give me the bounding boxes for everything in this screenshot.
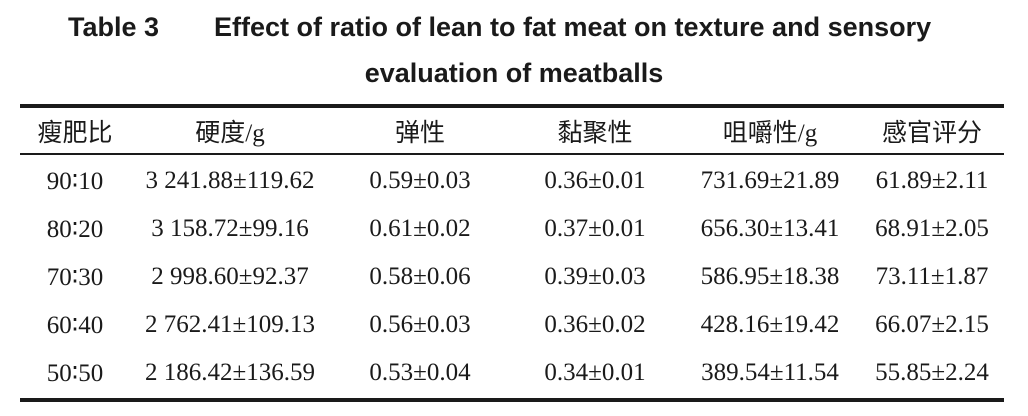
table-row: 90∶10 3 241.88±119.62 0.59±0.03 0.36±0.0… [20, 157, 1004, 205]
table-row: 70∶30 2 998.60±92.37 0.58±0.06 0.39±0.03… [20, 253, 1004, 301]
table-label: Table 3 [68, 12, 160, 42]
cell-ratio: 50∶50 [46, 360, 104, 387]
cell-hardness: 3 241.88±119.62 [145, 167, 315, 194]
cell-hardness: 2 762.41±109.13 [145, 311, 315, 338]
caption-line-1: Table 3 Effect of ratio of lean to fat me… [68, 12, 931, 43]
cell-cohesiveness: 0.36±0.01 [544, 167, 646, 194]
table-row: 60∶40 2 762.41±109.13 0.56±0.03 0.36±0.0… [20, 301, 1004, 349]
cell-sensory-score: 55.85±2.24 [875, 359, 989, 386]
cell-hardness: 2 998.60±92.37 [151, 263, 309, 290]
cell-cohesiveness: 0.36±0.02 [544, 311, 646, 338]
table-row: 80∶20 3 158.72±99.16 0.61±0.02 0.37±0.01… [20, 205, 1004, 253]
cell-springiness: 0.53±0.04 [369, 359, 471, 386]
cell-sensory-score: 61.89±2.11 [875, 167, 989, 194]
cell-chewiness: 428.16±19.42 [700, 311, 840, 338]
cell-springiness: 0.61±0.02 [369, 215, 471, 242]
cell-cohesiveness: 0.34±0.01 [544, 359, 646, 386]
table-header-rule [20, 153, 1004, 155]
cell-chewiness: 731.69±21.89 [700, 167, 840, 194]
cell-springiness: 0.56±0.03 [369, 311, 471, 338]
cell-sensory-score: 68.91±2.05 [875, 215, 989, 242]
cell-chewiness: 586.95±18.38 [700, 263, 840, 290]
cell-chewiness: 389.54±11.54 [701, 359, 839, 386]
cell-hardness: 2 186.42±136.59 [145, 359, 315, 386]
cell-sensory-score: 73.11±1.87 [875, 263, 989, 290]
cell-sensory-score: 66.07±2.15 [875, 311, 989, 338]
cell-hardness: 3 158.72±99.16 [151, 215, 309, 242]
table-top-rule [20, 104, 1004, 108]
header-chewiness: 咀嚼性/g [722, 119, 818, 147]
cell-springiness: 0.58±0.06 [369, 263, 471, 290]
header-cohesiveness: 黏聚性 [557, 119, 633, 147]
cell-cohesiveness: 0.37±0.01 [544, 215, 646, 242]
cell-ratio: 90∶10 [46, 168, 104, 195]
header-lean-fat-ratio: 瘦肥比 [37, 119, 113, 147]
table-bottom-rule [20, 398, 1004, 402]
cell-ratio: 60∶40 [46, 312, 104, 339]
cell-cohesiveness: 0.39±0.03 [544, 263, 646, 290]
cell-springiness: 0.59±0.03 [369, 167, 471, 194]
table-title-line-1: Effect of ratio of lean to fat meat on t… [214, 12, 932, 42]
table-title-line-2: evaluation of meatballs [364, 58, 664, 88]
table-header-row: 瘦肥比 硬度/g 弹性 黏聚性 咀嚼性/g 感官评分 [20, 108, 1004, 153]
header-sensory-score: 感官评分 [881, 119, 982, 147]
cell-ratio: 70∶30 [46, 264, 104, 291]
cell-chewiness: 656.30±13.41 [700, 215, 840, 242]
table-row: 50∶50 2 186.42±136.59 0.53±0.04 0.34±0.0… [20, 349, 1004, 397]
header-hardness: 硬度/g [195, 119, 265, 147]
cell-ratio: 80∶20 [46, 216, 104, 243]
header-springiness: 弹性 [394, 119, 445, 147]
